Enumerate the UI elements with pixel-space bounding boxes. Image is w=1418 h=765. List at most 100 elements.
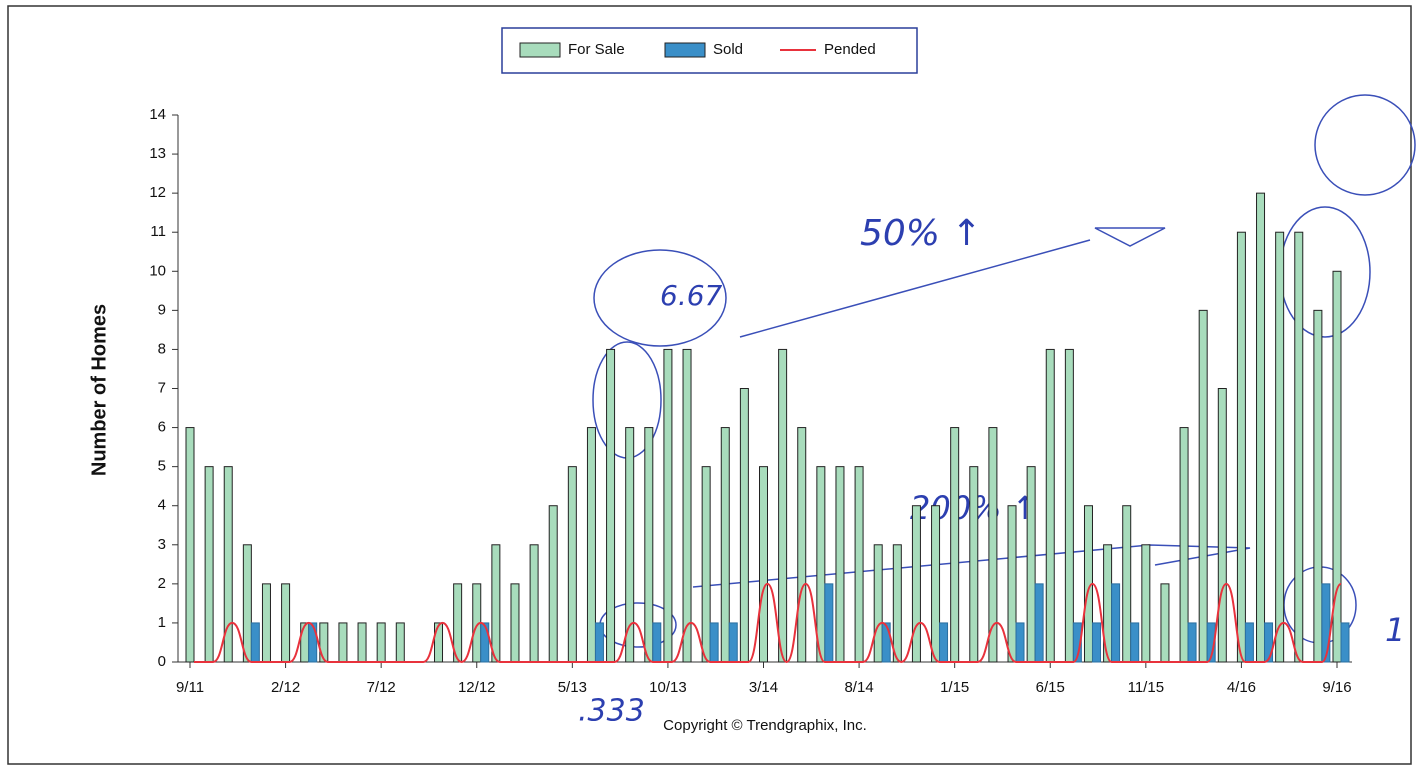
bar — [1064, 348, 1074, 663]
bar — [709, 622, 719, 663]
bar — [1294, 231, 1304, 663]
bar — [185, 427, 195, 663]
x-tick-label: 5/13 — [558, 679, 587, 696]
bar — [1217, 388, 1227, 663]
annotation: 1 — [1385, 611, 1405, 649]
bar — [1045, 348, 1055, 663]
bar — [881, 622, 891, 663]
bar — [1313, 309, 1323, 663]
bar — [1072, 622, 1082, 663]
bar — [1015, 622, 1025, 663]
bar — [728, 622, 738, 663]
bar — [250, 622, 260, 663]
x-tick-label: 7/12 — [367, 679, 396, 696]
bar — [480, 622, 490, 663]
bar — [1236, 231, 1246, 663]
bar — [1187, 622, 1197, 663]
bar — [625, 427, 635, 663]
bar — [1275, 231, 1285, 663]
bar — [1264, 622, 1274, 663]
x-tick-label: 6/15 — [1036, 679, 1065, 696]
x-tick-label: 12/12 — [458, 679, 496, 696]
bar — [1160, 583, 1170, 663]
legend-swatch — [519, 42, 561, 58]
y-tick-label: 3 — [158, 536, 166, 553]
bar — [548, 505, 558, 663]
bar — [261, 583, 271, 663]
bar — [988, 427, 998, 663]
bar — [939, 622, 949, 663]
x-tick-label: 11/15 — [1128, 679, 1164, 696]
bar — [816, 466, 826, 663]
bar — [931, 505, 941, 663]
bar — [567, 466, 577, 663]
bar — [510, 583, 520, 663]
bar — [281, 583, 291, 663]
bar — [824, 583, 834, 663]
bar — [892, 544, 902, 663]
bar — [395, 622, 405, 663]
bar — [854, 466, 864, 663]
y-tick-label: 12 — [149, 184, 166, 201]
legend-box — [501, 27, 918, 74]
bar — [1034, 583, 1044, 663]
y-tick-label: 7 — [158, 379, 166, 396]
y-tick-label: 14 — [149, 106, 166, 123]
bar — [1007, 505, 1017, 663]
bar — [1244, 622, 1254, 663]
bar — [1111, 583, 1121, 663]
bar — [1340, 622, 1350, 663]
bar — [1026, 466, 1036, 663]
bar — [1122, 505, 1132, 663]
bar — [797, 427, 807, 663]
legend-label: For Sale — [568, 41, 625, 58]
bar — [606, 348, 616, 663]
bar — [1321, 583, 1331, 663]
x-tick-label: 1/15 — [940, 679, 969, 696]
bar — [682, 348, 692, 663]
footer: Copyright © Trendgraphix, Inc. — [663, 717, 867, 734]
bar — [1179, 427, 1189, 663]
bar — [739, 388, 749, 663]
bar — [376, 622, 386, 663]
y-tick-label: 10 — [149, 262, 166, 279]
bar — [911, 505, 921, 663]
x-tick-label: 9/11 — [176, 679, 204, 696]
bar — [759, 466, 768, 663]
annotation: 6.67 — [660, 279, 723, 312]
bar — [434, 622, 444, 663]
y-tick-label: 11 — [150, 223, 166, 240]
bar — [701, 466, 711, 663]
y-tick-label: 0 — [158, 653, 166, 670]
bar — [1130, 622, 1140, 663]
bar — [300, 622, 310, 663]
bar — [529, 544, 539, 663]
scribbles — [592, 94, 1416, 648]
frame — [7, 5, 1412, 765]
bar — [1198, 309, 1208, 663]
bar — [242, 544, 252, 663]
x-tick-label: 10/13 — [649, 679, 687, 696]
y-axis-label: Number of Homes — [88, 304, 110, 476]
bar — [644, 427, 654, 663]
x-tick-label: 8/14 — [844, 679, 873, 696]
bar — [1332, 270, 1342, 663]
bar — [586, 427, 596, 663]
bar — [1091, 622, 1101, 663]
legend-label: Pended — [824, 41, 876, 58]
bar — [204, 466, 214, 663]
x-tick-label: 2/12 — [271, 679, 300, 696]
line — [194, 582, 1342, 664]
y-tick-label: 9 — [158, 301, 166, 318]
x-tick-label: 4/16 — [1227, 679, 1256, 696]
bar — [223, 466, 233, 663]
y-tick-label: 2 — [158, 575, 166, 592]
x-tick-label: 9/16 — [1322, 679, 1351, 696]
bar — [319, 622, 329, 663]
bar — [835, 466, 845, 663]
y-tick-label: 13 — [149, 145, 166, 162]
legend-label: Sold — [713, 41, 743, 58]
bar — [1206, 622, 1216, 663]
annotation: 50% ↑ — [860, 213, 982, 254]
